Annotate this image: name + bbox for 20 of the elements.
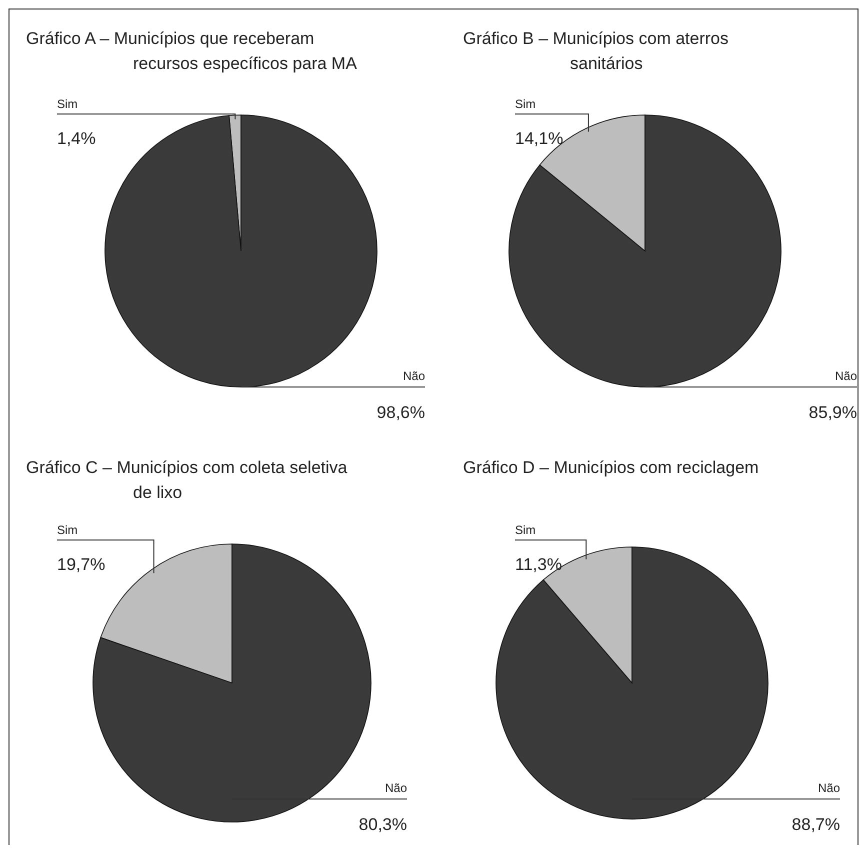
slice-label: Sim: [57, 523, 78, 537]
slice-label: Sim: [57, 97, 78, 111]
data-label: 88,7%: [792, 815, 840, 834]
chart-title: Gráfico B – Municípios com aterros sanitários: [463, 29, 728, 73]
data-label: 98,6%: [376, 403, 425, 422]
data-label: 14,1%: [515, 129, 564, 148]
slice-label: Não: [384, 781, 408, 795]
slice-label: Sim: [515, 97, 536, 111]
chart-title: Gráfico A – Municípios que receberam recursos específicos para MA: [26, 29, 358, 73]
data-label: 11,3%: [515, 555, 562, 574]
slice-label: Não: [818, 781, 840, 795]
slice-label: Não: [402, 369, 426, 383]
data-label: 19,7%: [57, 555, 106, 574]
data-label: 85,9%: [808, 403, 857, 422]
chart-title: Gráfico D – Municípios com reciclagem: [463, 458, 759, 477]
slice-label: Sim: [515, 523, 536, 537]
data-label: 1,4%: [57, 129, 96, 148]
data-label: 80,3%: [358, 815, 407, 834]
chart-title: Gráfico C – Municípios com coleta seletiva de lixo: [26, 458, 348, 502]
slice-label: Não: [834, 369, 858, 383]
